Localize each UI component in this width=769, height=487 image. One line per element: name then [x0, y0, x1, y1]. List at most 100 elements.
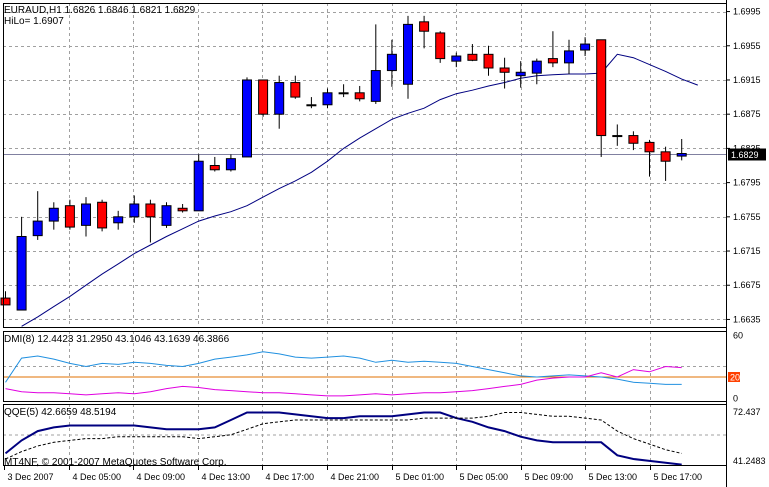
- candle[interactable]: [306, 97, 317, 109]
- candle[interactable]: [676, 138, 687, 161]
- time-axis-label: 5 Dec 13:00: [589, 472, 638, 482]
- time-axis-label: 4 Dec 05:00: [73, 472, 122, 482]
- candle[interactable]: [580, 37, 591, 57]
- candle[interactable]: [467, 44, 478, 62]
- price-axis-label: 1.6715: [733, 246, 761, 256]
- candle-body-bull: [242, 79, 252, 158]
- candle[interactable]: [177, 203, 188, 213]
- candle[interactable]: [0, 291, 11, 306]
- candle[interactable]: [225, 154, 236, 172]
- candle[interactable]: [499, 57, 510, 89]
- candle[interactable]: [435, 31, 446, 63]
- candle[interactable]: [32, 191, 43, 240]
- candle-body-bear: [596, 39, 607, 137]
- dmi-scale-label: 0: [733, 394, 738, 404]
- candle-body-bull: [225, 158, 236, 171]
- candle-body-bear: [209, 165, 220, 171]
- panel-frames: [3, 0, 727, 487]
- candle-body-bear: [435, 32, 446, 60]
- price-axis-label: 1.6675: [733, 280, 761, 290]
- candle[interactable]: [386, 39, 397, 87]
- price-panel[interactable]: [0, 15, 727, 327]
- candle-body-bull: [338, 92, 349, 95]
- candle-body-bull: [515, 71, 526, 77]
- candle[interactable]: [644, 139, 655, 177]
- candle[interactable]: [64, 199, 75, 230]
- candle-body-bull: [81, 203, 91, 226]
- price-axis: 1.6995 1.6955 1.6915 1.6875 1.6835 1.6795 1.67…: [727, 7, 766, 466]
- candle[interactable]: [628, 131, 639, 151]
- candle[interactable]: [193, 154, 204, 212]
- candle-body-bull: [676, 153, 687, 157]
- candle-body-bull: [129, 203, 140, 218]
- candle-body-bull: [306, 104, 317, 107]
- candle[interactable]: [660, 146, 671, 181]
- dmi-panel[interactable]: [3, 351, 727, 397]
- candle[interactable]: [97, 199, 108, 232]
- time-axis-label: 5 Dec 09:00: [525, 472, 574, 482]
- candle-body-bull: [386, 53, 397, 72]
- candle-body-bull: [564, 50, 574, 64]
- candle-body-bull: [370, 70, 381, 102]
- candle[interactable]: [419, 15, 430, 49]
- candle-body-bull: [48, 207, 59, 222]
- candle[interactable]: [145, 199, 156, 243]
- candle[interactable]: [483, 45, 494, 76]
- candle[interactable]: [338, 84, 349, 98]
- copyright-text: MT4NF, © 2001-2007 MetaQuotes Software C…: [4, 457, 227, 468]
- price-axis-label: 1.6755: [733, 212, 761, 222]
- candle[interactable]: [48, 202, 59, 230]
- price-axis-label: 1.6835: [733, 143, 761, 153]
- dmi-label: DMI(8) 12.4423 31.2950 43.1046 43.1639 4…: [4, 334, 230, 345]
- candle-body-bear: [64, 205, 75, 228]
- qqe-label: QQE(5) 42.6659 48.5194: [4, 407, 117, 418]
- time-axis-label: 5 Dec 01:00: [396, 472, 445, 482]
- candle[interactable]: [16, 216, 27, 311]
- candle[interactable]: [290, 75, 301, 99]
- candle[interactable]: [612, 124, 623, 146]
- candle-body-bull: [612, 135, 623, 138]
- candle[interactable]: [113, 210, 124, 230]
- time-axis-label: 4 Dec 13:00: [202, 472, 251, 482]
- candle[interactable]: [370, 24, 381, 104]
- candle[interactable]: [515, 61, 526, 88]
- candle-body-bull: [161, 205, 172, 226]
- candle-body-bear: [419, 21, 430, 32]
- qqe-panel[interactable]: [4, 411, 682, 466]
- price-axis-label: 1.6995: [733, 7, 761, 17]
- moving-average-line: [21, 53, 698, 327]
- candle-body-bear: [258, 79, 269, 115]
- candle-body-bear: [290, 82, 301, 98]
- candle-body-bear: [644, 141, 655, 153]
- price-axis-label: 1.6795: [733, 178, 761, 188]
- hilo-label: HiLo= 1.6907: [4, 16, 64, 27]
- candle-body-bull: [403, 23, 413, 85]
- candle[interactable]: [564, 39, 574, 74]
- candle-body-bull: [274, 82, 285, 115]
- candle[interactable]: [258, 79, 269, 117]
- price-axis-label: 1.6915: [733, 75, 761, 85]
- candle[interactable]: [209, 156, 220, 172]
- candle[interactable]: [451, 52, 462, 68]
- candle[interactable]: [81, 197, 91, 237]
- candle-body-bull: [32, 220, 43, 237]
- price-axis-label: 1.6955: [733, 41, 761, 51]
- time-axis-label: 5 Dec 17:00: [654, 472, 703, 482]
- candle[interactable]: [547, 31, 558, 68]
- candle[interactable]: [596, 39, 607, 157]
- candle[interactable]: [161, 202, 172, 228]
- candle-body-bear: [547, 58, 558, 64]
- candle[interactable]: [354, 85, 365, 102]
- candle[interactable]: [531, 58, 542, 85]
- candle[interactable]: [322, 88, 333, 109]
- candle[interactable]: [242, 77, 252, 158]
- candle-body-bull: [580, 43, 591, 51]
- candle-body-bull: [531, 60, 542, 74]
- candle[interactable]: [403, 15, 413, 99]
- candle-body-bear: [0, 297, 11, 306]
- candle-body-bull: [451, 55, 462, 62]
- candle-body-bear: [145, 203, 156, 218]
- candle-body-bear: [628, 135, 639, 144]
- candle[interactable]: [129, 195, 140, 223]
- candle[interactable]: [274, 75, 285, 129]
